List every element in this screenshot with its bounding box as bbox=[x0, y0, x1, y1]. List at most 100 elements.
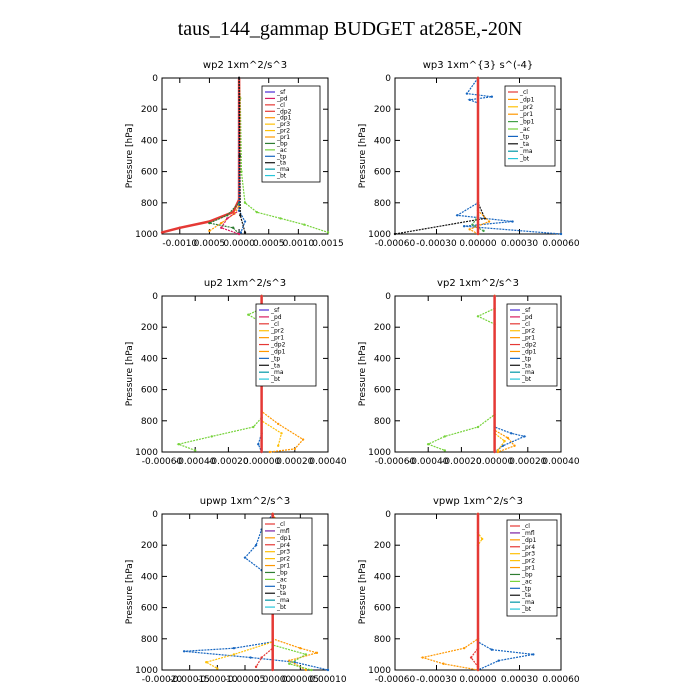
y-tick-label: 0 bbox=[152, 292, 158, 302]
data-point bbox=[247, 313, 250, 316]
legend-entry: _dp1 bbox=[276, 535, 292, 542]
legend-entry: _pr1 bbox=[270, 335, 284, 342]
data-point bbox=[208, 229, 211, 233]
data-point bbox=[301, 438, 305, 441]
data-point bbox=[476, 512, 480, 516]
data-point bbox=[503, 439, 506, 443]
data-point bbox=[178, 226, 181, 229]
legend-entry: _ta bbox=[521, 592, 531, 599]
data-point bbox=[421, 656, 424, 659]
legend-entry: _sf bbox=[521, 307, 531, 314]
data-point bbox=[194, 449, 197, 452]
y-tick-label: 600 bbox=[374, 386, 391, 396]
data-point bbox=[252, 425, 255, 429]
data-point bbox=[293, 447, 296, 451]
data-point bbox=[443, 449, 446, 452]
data-point bbox=[239, 214, 242, 217]
legend-entry: _pr3 bbox=[276, 121, 290, 128]
data-point bbox=[493, 450, 496, 454]
data-point bbox=[208, 221, 211, 225]
y-tick-label: 200 bbox=[374, 323, 391, 333]
series-line-ac bbox=[238, 77, 329, 233]
legend-entry: _cl bbox=[519, 89, 528, 96]
x-tick-label: -0.00010 bbox=[197, 675, 238, 685]
x-tick-label: -0.00040 bbox=[408, 457, 449, 467]
legend-entry: _dp1 bbox=[521, 537, 537, 544]
legend-entry: _bt bbox=[276, 604, 287, 611]
data-point bbox=[490, 95, 494, 98]
legend-box bbox=[261, 85, 321, 183]
x-tick-label: 0.00000 bbox=[243, 457, 280, 467]
legend-entry: _ta bbox=[519, 141, 529, 148]
chart-panel: vpwp 1xm^2/s^3 Pressure [hPa] 0 200 400 600 80… bbox=[358, 496, 580, 685]
x-tick-label: 0.0010 bbox=[283, 239, 315, 249]
data-point bbox=[482, 229, 485, 233]
data-point bbox=[456, 214, 459, 217]
data-point bbox=[237, 232, 241, 236]
series-line-pr2 bbox=[261, 296, 283, 446]
chart-panel: wp2 1xm^2/s^3 Pressure [hPa] 0 200 400 600 800… bbox=[125, 60, 344, 249]
data-point bbox=[268, 450, 272, 454]
x-tick-label: -0.00030 bbox=[416, 675, 457, 685]
data-point bbox=[279, 217, 282, 220]
y-tick-label: 600 bbox=[141, 386, 158, 396]
legend-entry: _pr4 bbox=[276, 542, 290, 549]
legend-entry: _ma bbox=[270, 369, 284, 376]
data-point bbox=[232, 653, 236, 656]
legend-entry: _bt bbox=[519, 156, 530, 163]
legend-entry: _bp bbox=[276, 569, 288, 576]
data-point bbox=[476, 76, 480, 80]
data-point bbox=[238, 154, 241, 158]
data-point bbox=[243, 556, 247, 559]
page-title: taus_144_gammap BUDGET at285E,-20N bbox=[177, 18, 523, 40]
data-point bbox=[471, 223, 474, 226]
legend-entry: _pd bbox=[521, 314, 533, 321]
legend-entry: _sf bbox=[276, 89, 286, 96]
data-point bbox=[237, 76, 241, 80]
legend-entry: _ma bbox=[276, 166, 290, 173]
legend-entry: _cl bbox=[521, 523, 530, 530]
data-point bbox=[254, 665, 258, 669]
legend-entry: _pr3 bbox=[521, 551, 535, 558]
data-point bbox=[462, 225, 466, 228]
data-point bbox=[487, 220, 491, 223]
legend-entry: _pr1 bbox=[276, 563, 290, 570]
series-line-tp bbox=[257, 296, 263, 453]
data-point bbox=[469, 656, 473, 659]
legend-entry: _dp2 bbox=[521, 342, 537, 349]
series-line-tp bbox=[455, 77, 562, 235]
legend-entry: _ac bbox=[519, 126, 530, 133]
legend-entry: _tp bbox=[521, 585, 531, 592]
plot-frame bbox=[394, 295, 562, 453]
data-point bbox=[532, 653, 535, 656]
legend-entry: _ma bbox=[276, 597, 290, 604]
y-tick-label: 200 bbox=[141, 105, 158, 115]
x-tick-label: 0.00005 bbox=[282, 675, 319, 685]
y-tick-label: 800 bbox=[141, 635, 158, 645]
data-point bbox=[255, 210, 259, 214]
series-line-cl bbox=[161, 78, 241, 234]
legend-entry: _bp bbox=[276, 140, 288, 147]
y-axis-label: Pressure [hPa] bbox=[125, 124, 135, 189]
x-tick-label: 0.0005 bbox=[253, 239, 285, 249]
legend-entry: _pr3 bbox=[276, 549, 290, 556]
legend-entry: _cl bbox=[276, 102, 285, 109]
legend-entry: _ma bbox=[521, 599, 535, 606]
series-line-tp bbox=[184, 513, 329, 671]
y-tick-label: 400 bbox=[141, 136, 158, 146]
legend-entry: _pr2 bbox=[519, 104, 533, 111]
legend-entry: _sf bbox=[270, 307, 280, 314]
data-point bbox=[249, 656, 252, 659]
y-axis-label: Pressure [hPa] bbox=[358, 560, 368, 625]
data-point bbox=[280, 432, 283, 435]
x-tick-label: 0.00000 bbox=[459, 239, 496, 249]
legend-entry: _bp1 bbox=[519, 119, 535, 126]
data-point bbox=[216, 667, 219, 670]
y-tick-label: 1000 bbox=[368, 448, 391, 458]
chart-panel: wp3 1xm^{3} s^(-4} Pressure [hPa] 0 200 400 6… bbox=[358, 60, 580, 249]
data-point bbox=[226, 217, 229, 220]
legend-entry: _pr2 bbox=[521, 328, 535, 335]
y-tick-label: 400 bbox=[374, 572, 391, 582]
legend-entry: _pr2 bbox=[276, 556, 290, 563]
x-tick-label: -0.00015 bbox=[169, 675, 209, 685]
